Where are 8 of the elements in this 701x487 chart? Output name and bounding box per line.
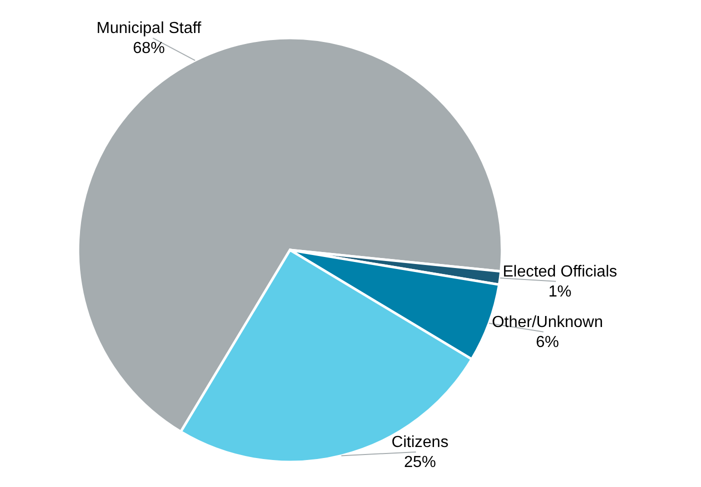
data-label: 25% [404,454,436,471]
slice-label: Other/Unknown [492,314,604,331]
data-label: 6% [536,334,559,351]
data-label: 1% [548,283,572,300]
slice-label: Elected Officials [502,263,618,280]
data-label: 68% [132,40,165,58]
slice-label: Municipal Staff [96,20,202,38]
slice-label: Citizens [392,434,448,451]
